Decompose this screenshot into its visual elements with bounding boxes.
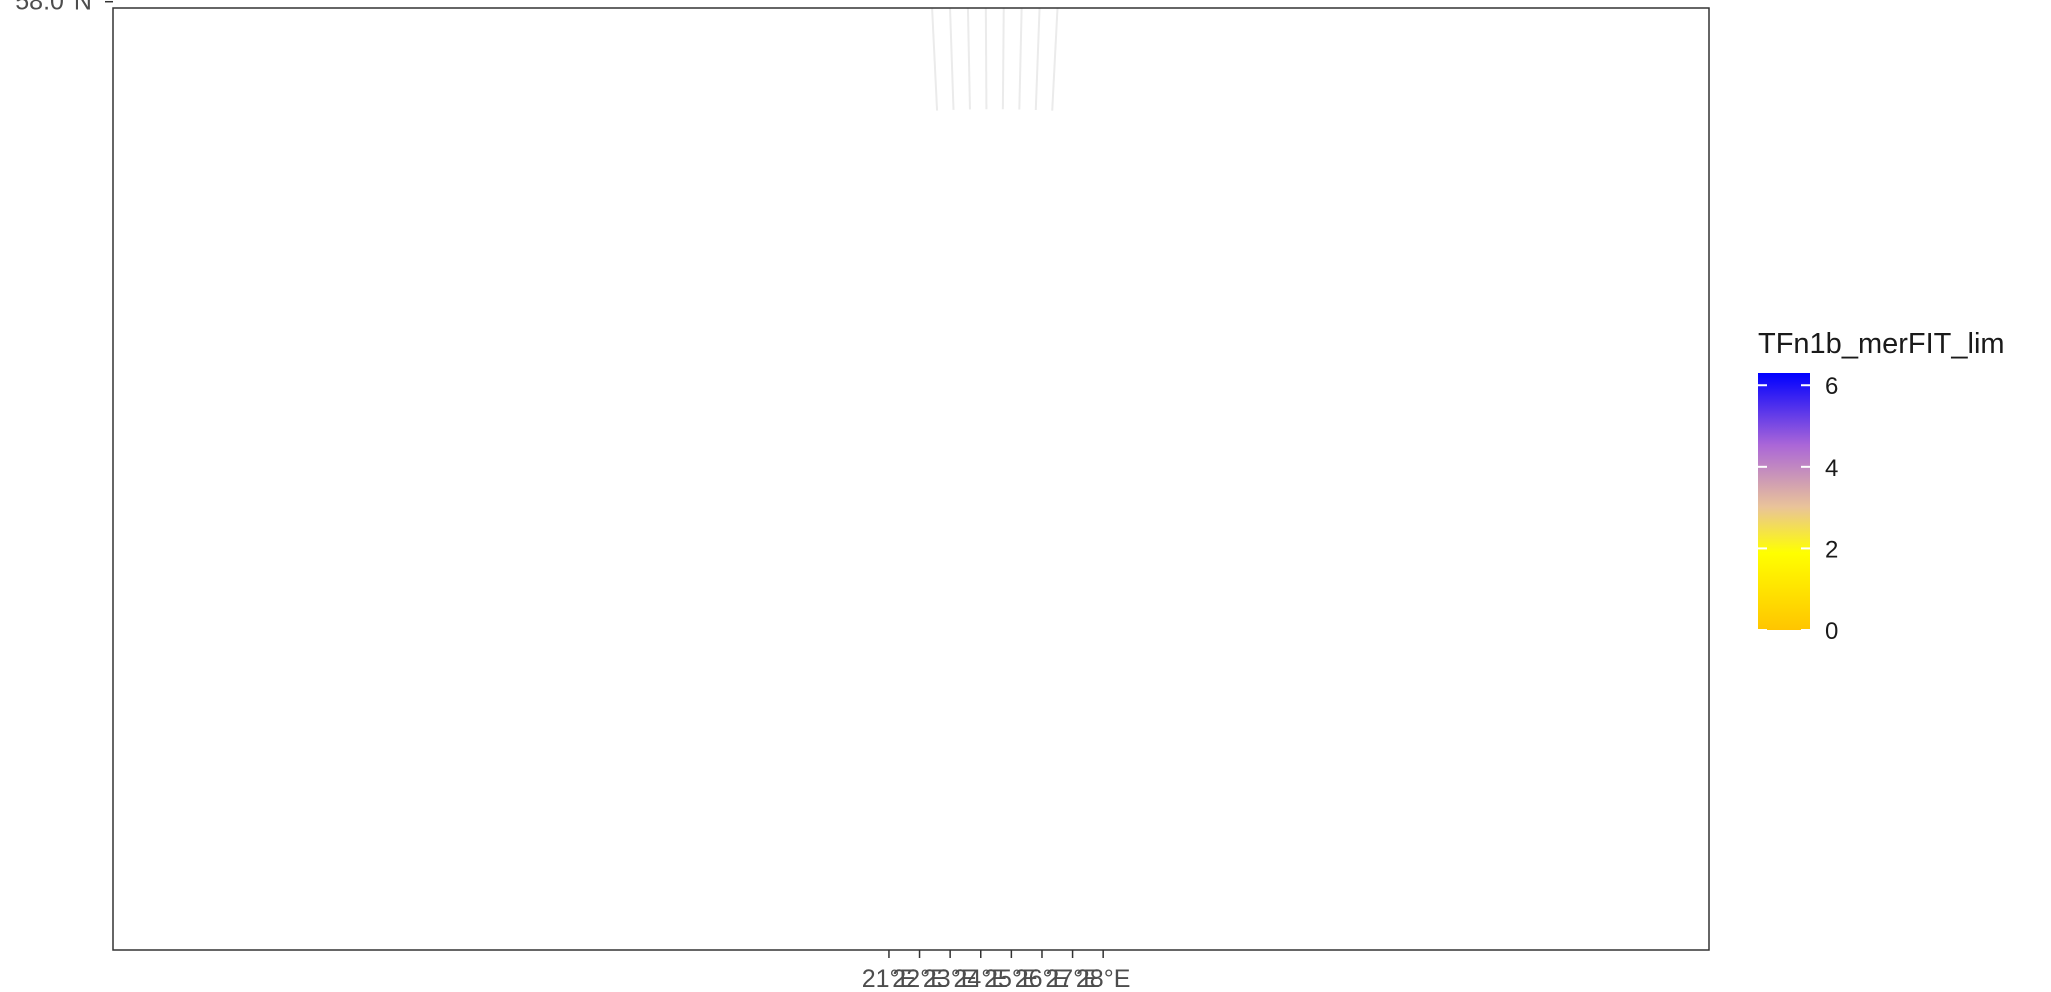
longitude-tick-label: 22°E xyxy=(892,965,946,992)
latitude-axis: 58.0°N57.5°N57.0°N56.5°N56.0°N xyxy=(15,0,113,16)
legend-tick-label: 4 xyxy=(1825,455,1838,482)
river-segment xyxy=(1006,0,1010,4)
legend-tick-label: 0 xyxy=(1825,618,1838,645)
panel-border xyxy=(112,7,1710,951)
longitude-tick-label: 27°E xyxy=(1045,965,1099,992)
longitude-tick-label: 24°E xyxy=(954,965,1008,992)
longitude-tick-label: 26°E xyxy=(1015,965,1069,992)
legend-colorbar xyxy=(1758,373,1810,630)
longitude-tick-label: 21°E xyxy=(862,965,916,992)
longitude-tick-label: 28°E xyxy=(1076,965,1130,992)
river-network xyxy=(904,0,1093,4)
legend-tick-label: 6 xyxy=(1825,373,1838,400)
river-segment xyxy=(1003,0,1004,1)
latitude-gridline xyxy=(917,0,1074,3)
legend-tick-label: 2 xyxy=(1825,536,1838,563)
legend-title: TFn1b_merFIT_lim xyxy=(1758,328,2005,360)
longitude-tick-label: 23°E xyxy=(923,965,977,992)
map-panel xyxy=(112,0,1710,951)
legend-ticks: 6 4 2 0 xyxy=(1758,373,1838,645)
longitude-axis: 21°E22°E23°E24°E25°E26°E27°E28°E xyxy=(862,950,1130,992)
color-legend: TFn1b_merFIT_lim 6 4 2 0 xyxy=(1758,328,2005,645)
latitude-tick-label: 58.0°N xyxy=(15,0,92,16)
longitude-tick-label: 25°E xyxy=(984,965,1038,992)
